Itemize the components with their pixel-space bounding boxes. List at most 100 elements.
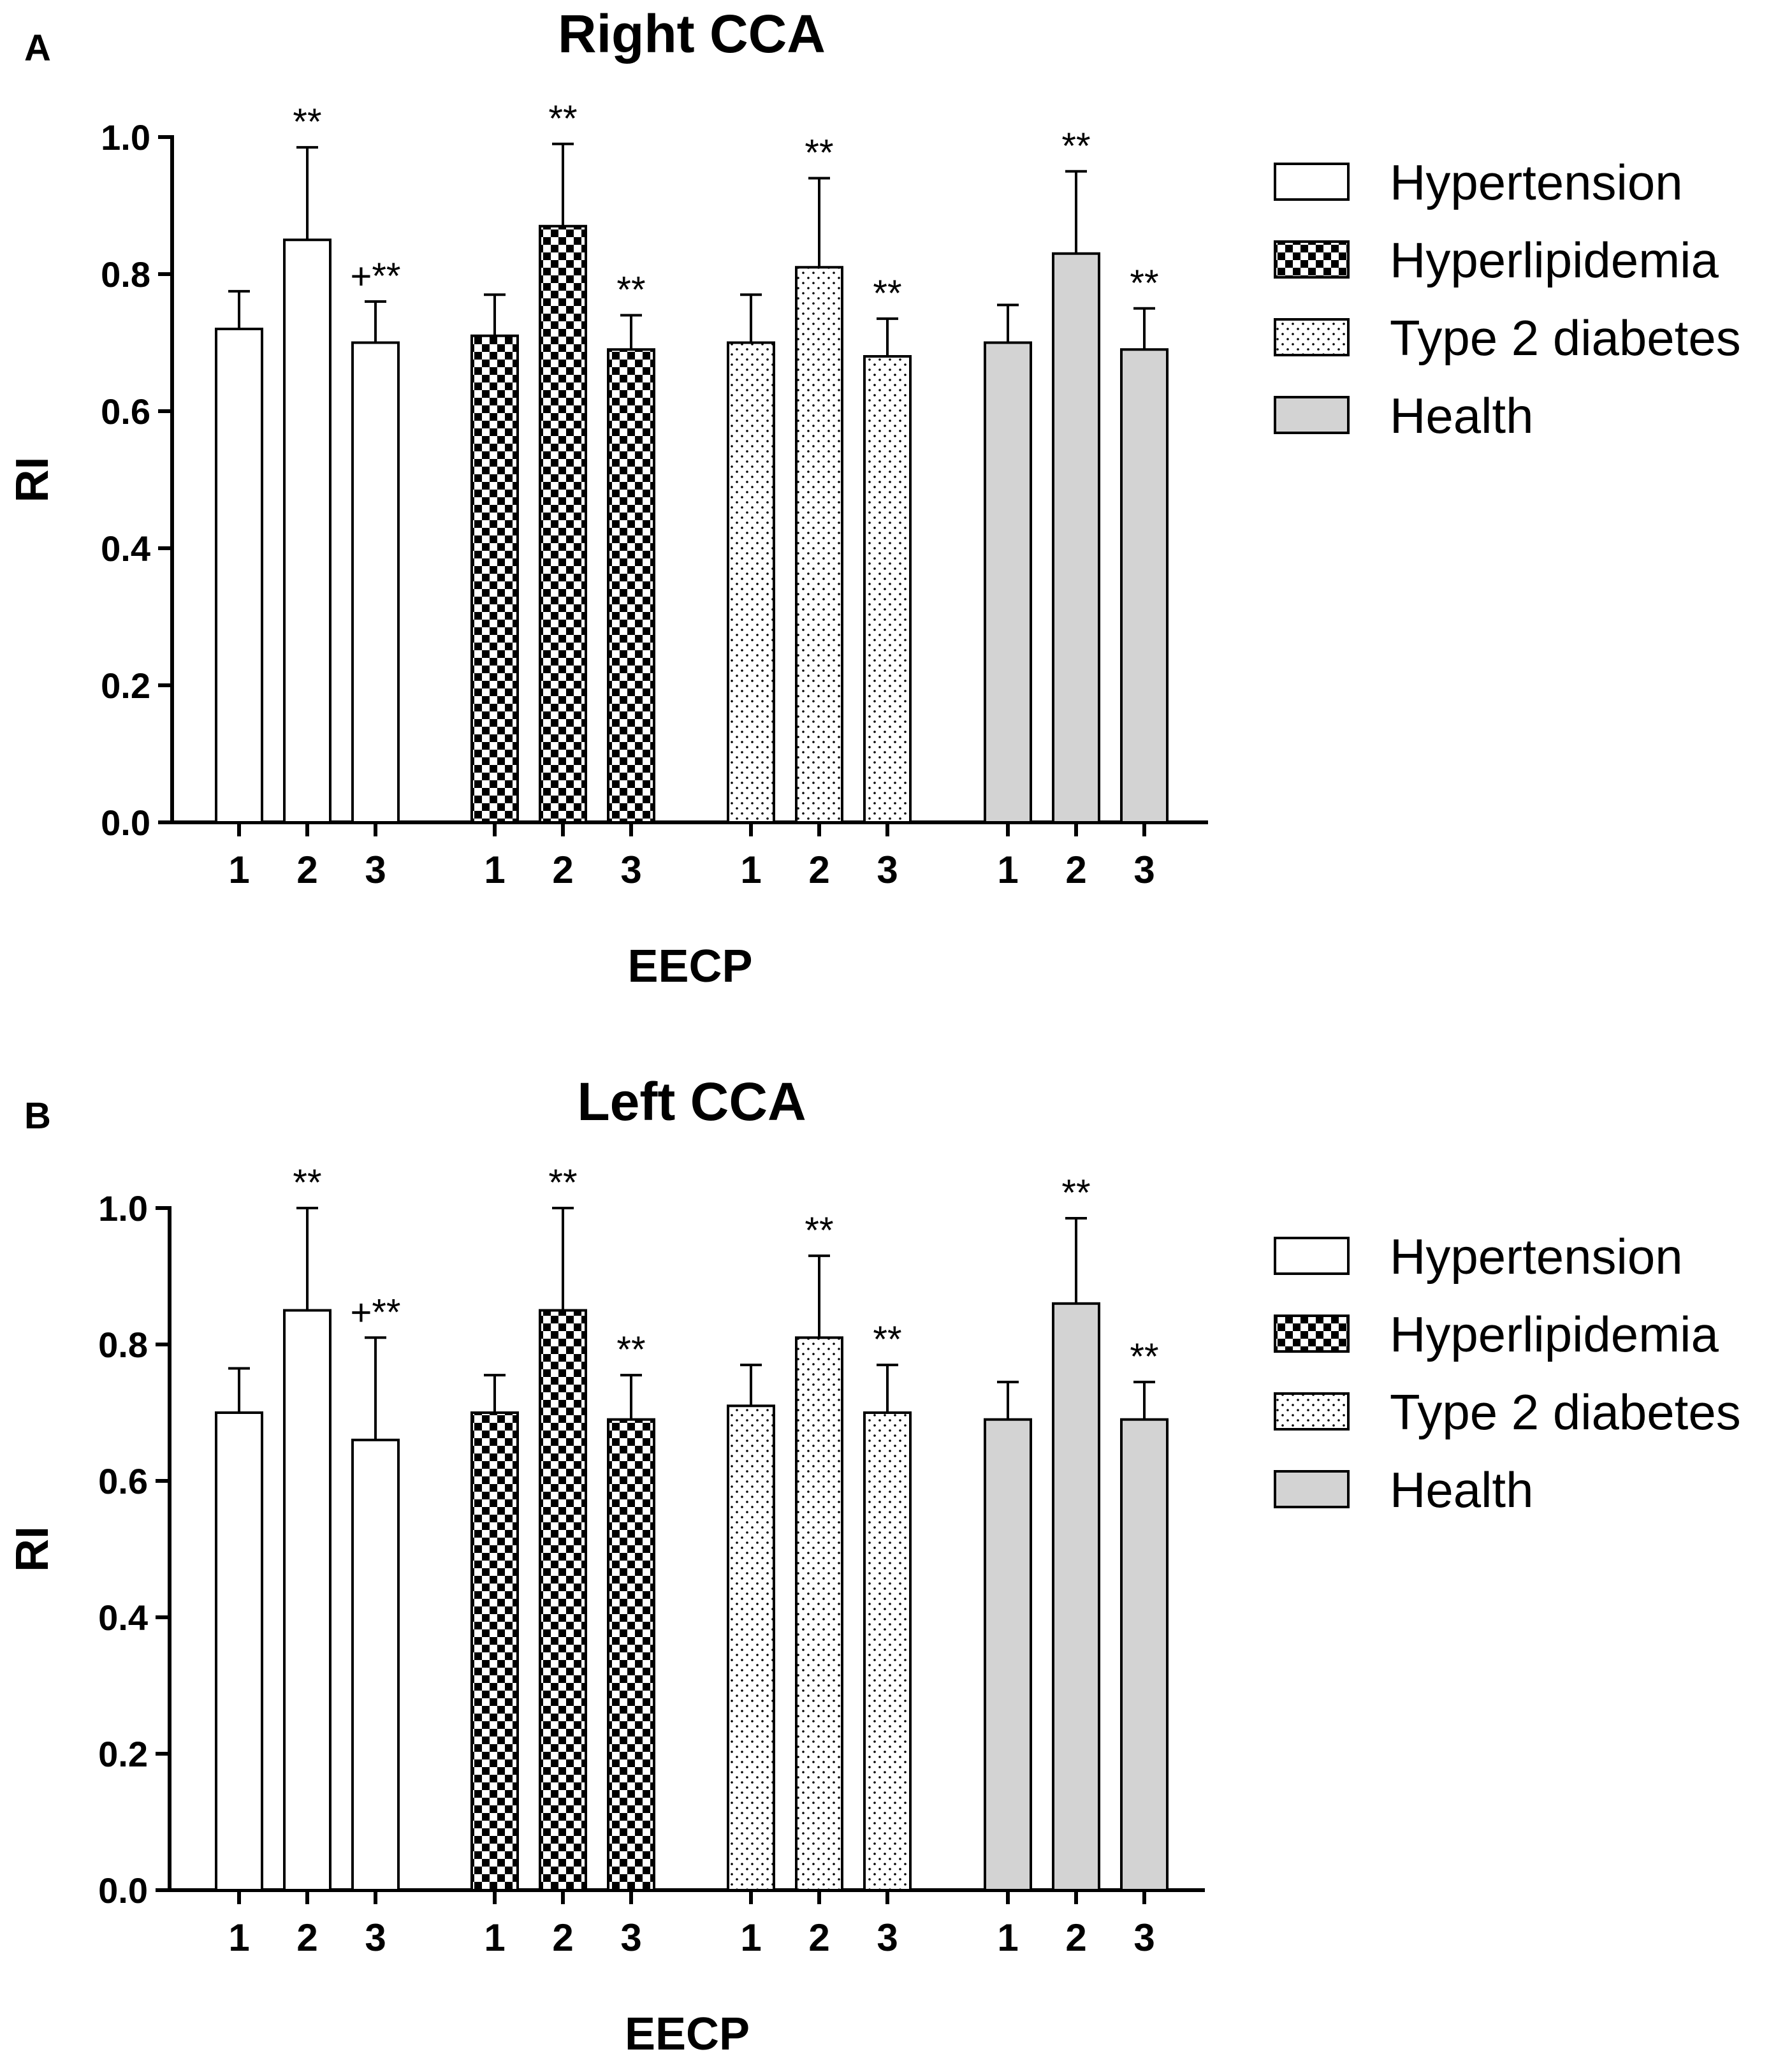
y-tick-label: 0.8: [98, 1325, 148, 1365]
legend-label: Hyperlipidemia: [1390, 232, 1719, 288]
bar: [470, 1411, 519, 1891]
bar: [727, 1404, 775, 1892]
legend-swatch: [1274, 318, 1350, 356]
y-tick-label: 0.2: [98, 1734, 148, 1774]
significance-label: **: [293, 1162, 321, 1204]
chart-title: Right CCA: [558, 4, 826, 64]
x-tick-label: 3: [877, 848, 898, 891]
bar: [351, 1438, 400, 1892]
legend-swatch: [1274, 240, 1350, 279]
bar: [1052, 1302, 1100, 1892]
y-tick-label: 0.0: [101, 803, 150, 843]
y-tick-label: 0.6: [98, 1461, 148, 1501]
x-tick-label: 3: [1133, 1916, 1155, 1959]
legend-label: Hypertension: [1390, 1228, 1683, 1285]
x-tick-label: 1: [484, 1916, 505, 1959]
x-tick-label: 2: [552, 1916, 573, 1959]
legend-label: Type 2 diabetes: [1390, 310, 1741, 366]
x-tick-label: 1: [228, 1916, 249, 1959]
significance-label: **: [1061, 1172, 1090, 1214]
significance-label: **: [873, 1319, 901, 1360]
significance-label: **: [873, 273, 901, 314]
significance-label: **: [548, 98, 577, 140]
panel-b: B Left CCA 0.0 0.2 0.4 0.6 0.8 1.0 RI 1 ** 2 +** 3 1 **…: [7, 1072, 1741, 2060]
x-tick-label: 3: [365, 1916, 386, 1959]
significance-label: **: [616, 270, 645, 311]
bar: [1052, 252, 1100, 824]
legend-swatch: [1274, 1470, 1350, 1508]
legend-swatch: [1274, 1392, 1350, 1431]
significance-label: **: [805, 133, 833, 174]
x-tick-label: 3: [877, 1916, 898, 1959]
x-tick-label: 1: [228, 848, 249, 891]
bar: [607, 1418, 655, 1891]
legend-label: Health: [1390, 1462, 1533, 1518]
x-tick-label: 1: [740, 848, 761, 891]
panel-letter: A: [24, 27, 51, 69]
bar: [1120, 348, 1169, 824]
bar: [795, 1336, 843, 1892]
legend-swatch: [1274, 1315, 1350, 1353]
x-tick-label: 2: [808, 1916, 829, 1959]
x-tick-label: 2: [808, 848, 829, 891]
y-tick-label: 1.0: [98, 1188, 148, 1228]
y-tick-label: 0.0: [98, 1870, 148, 1911]
x-tick-label: 2: [296, 848, 317, 891]
significance-label: **: [1130, 1336, 1158, 1378]
significance-label: **: [293, 101, 321, 143]
x-tick-label: 3: [1133, 848, 1155, 891]
panel-a: A Right CCA 0.0 0.2 0.4 0.6 0.8 1.0 RI 1 ** 2 +** 3 1 *…: [7, 4, 1741, 992]
bar: [539, 1309, 587, 1891]
legend-label: Health: [1390, 388, 1533, 444]
legend-swatch: [1274, 163, 1350, 201]
x-tick-label: 3: [620, 848, 641, 891]
y-tick-label: 0.4: [98, 1598, 148, 1638]
significance-label: **: [1061, 126, 1090, 167]
x-tick-label: 2: [552, 848, 573, 891]
bar: [984, 341, 1032, 824]
y-tick-label: 0.8: [101, 254, 150, 295]
y-tick-label: 1.0: [101, 117, 150, 157]
legend-swatch: [1274, 396, 1350, 434]
bar: [215, 328, 263, 824]
x-tick-label: 3: [620, 1916, 641, 1959]
x-tick-label: 1: [997, 848, 1018, 891]
bar: [795, 266, 843, 824]
significance-label: +**: [350, 1292, 400, 1333]
x-tick-label: 2: [1065, 1916, 1086, 1959]
y-tick-label: 0.4: [101, 528, 150, 569]
significance-label: +**: [350, 256, 400, 297]
bar: [727, 341, 775, 824]
bar: [283, 1309, 331, 1891]
x-axis-label: EECP: [625, 2009, 750, 2060]
bar: [1120, 1418, 1169, 1891]
bar: [351, 341, 400, 824]
x-axis-label: EECP: [627, 941, 752, 992]
x-tick-label: 1: [740, 1916, 761, 1959]
bar: [539, 224, 587, 824]
bar: [863, 355, 912, 824]
bar: [215, 1411, 263, 1891]
x-tick-label: 3: [365, 848, 386, 891]
bar: [283, 238, 331, 824]
legend-swatch: [1274, 1237, 1350, 1275]
bar: [984, 1418, 1032, 1891]
x-tick-label: 2: [1065, 848, 1086, 891]
y-axis-label: RI: [7, 1526, 58, 1572]
significance-label: **: [805, 1210, 833, 1251]
panel-letter: B: [24, 1095, 51, 1137]
legend-label: Hypertension: [1390, 154, 1683, 210]
significance-label: **: [616, 1329, 645, 1371]
x-tick-label: 2: [296, 1916, 317, 1959]
bar: [470, 334, 519, 824]
bar: [863, 1411, 912, 1891]
significance-label: **: [548, 1162, 577, 1204]
x-tick-label: 1: [484, 848, 505, 891]
y-tick-label: 0.2: [101, 666, 150, 706]
bar: [607, 348, 655, 824]
legend-label: Hyperlipidemia: [1390, 1306, 1719, 1362]
y-tick-label: 0.6: [101, 391, 150, 432]
legend-label: Type 2 diabetes: [1390, 1384, 1741, 1440]
chart-title: Left CCA: [577, 1072, 806, 1132]
